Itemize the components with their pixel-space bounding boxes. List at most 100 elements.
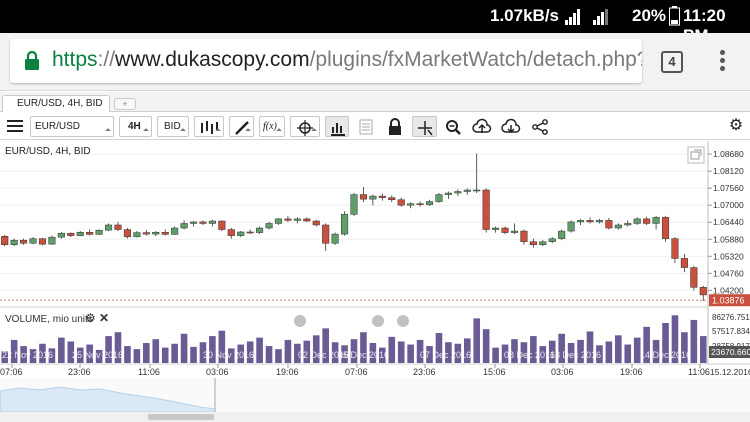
candle [643,216,651,225]
y-tick-label: 1.04200 [713,285,744,295]
candle [171,226,179,236]
volume-bar [520,342,528,363]
volume-bar [577,339,584,363]
settings-gear-icon[interactable]: ⚙ [728,117,744,134]
volume-bar [58,337,65,363]
volume-bars-icon[interactable] [325,116,349,137]
volume-bar [681,332,688,363]
candle [369,194,377,206]
zoom-controls[interactable] [294,315,409,327]
candle [510,223,519,235]
date-label: 05 Dec 2016 [338,350,389,360]
crosshair-icon[interactable] [290,116,320,137]
volume-bar [652,339,660,363]
time-label: 19:06 [276,367,299,377]
indicators-button[interactable]: f(x) [259,116,285,137]
volume-settings-icon[interactable]: ⚙ [85,311,96,325]
date-label: 02 Dec 2016 [298,350,349,360]
chart-navigator[interactable] [0,378,750,422]
side-select[interactable]: BID [157,116,189,137]
date-label: 14 Dec 2016 [640,350,691,360]
volume-bar [548,340,556,363]
lock-icon [25,50,39,70]
candle [256,226,264,235]
y-tick-label: 1.08680 [713,149,744,159]
candle [586,217,594,224]
chart-type-icon[interactable] [194,116,224,137]
more-menu-icon[interactable] [718,50,726,74]
volume-bar [67,341,75,363]
candle [10,238,18,247]
volume-bar [492,347,499,363]
volume-bar [294,343,301,363]
volume-bar [662,323,669,363]
pop-out-icon[interactable] [687,146,705,164]
volume-bar [350,339,358,363]
add-tab-button[interactable]: + [114,98,136,110]
chart-area[interactable]: 1.08680 1.08120 1.07560 1.07000 1.06440 1.058… [0,141,750,422]
instrument-select[interactable]: EUR/USD [30,116,114,137]
period-select[interactable]: 4H [119,116,152,137]
battery-icon [669,6,680,26]
time-label: 03:06 [551,367,574,377]
volume-bar [303,340,311,363]
share-icon[interactable] [529,116,551,137]
volume-bar [379,347,386,363]
volume-bar [275,349,282,363]
indicators-label: f(x) [263,121,277,132]
volume-bar [511,339,518,363]
status-bar: 1.07kB/s 20% 11:20 PM [0,0,750,45]
volume-bar [171,343,178,363]
tab-eurusd-chart[interactable]: EUR/USD, 4H, BID [2,95,110,112]
download-icon[interactable] [500,116,522,137]
date-label: 08 Dec 2016 [504,350,555,360]
candle [142,230,150,236]
candle [29,237,37,245]
current-price-badge [709,294,750,307]
upload-icon[interactable] [471,116,493,137]
url-text[interactable]: https://www.dukascopy.com/plugins/fxMark… [52,48,642,71]
address-bar[interactable]: https://www.dukascopy.com/plugins/fxMark… [10,39,642,83]
volume-bar [39,343,46,363]
zoom-icon[interactable] [442,116,464,137]
candle [558,229,566,241]
candle [548,237,556,244]
volume-bar [454,343,462,363]
volume-bar [331,342,339,363]
candle [520,229,528,245]
candle [86,229,94,236]
volume-bar [199,342,207,363]
candle [189,221,198,227]
y-tick-label: 1.08120 [713,166,744,176]
candle [699,285,707,301]
volume-bar [124,346,131,363]
time-label: 11:06 [688,367,710,377]
volume-bar [256,337,263,363]
candle [624,220,632,227]
candle [123,228,131,239]
hamburger-menu-icon[interactable] [7,120,23,141]
cursor-mode-icon[interactable] [412,116,437,137]
candle [577,218,585,225]
candle [293,217,301,224]
candle [671,237,679,263]
candle [180,220,188,230]
drawing-tool-icon[interactable] [229,116,254,137]
candle [105,223,113,232]
price-chart[interactable]: 1.08680 1.08120 1.07560 1.07000 1.06440 1.058… [0,141,750,422]
volume-bar [605,341,613,363]
chart-toolbar: EUR/USD 4H BID f(x) ⚙ [0,113,750,140]
tab-switcher-button[interactable]: 4 [661,51,683,73]
candle [397,197,405,207]
candle [208,219,216,227]
date-label: 25 Nov 2016 [72,350,123,360]
navigator-scrollbar[interactable] [148,414,214,420]
data-table-icon[interactable] [355,116,377,137]
volume-close-icon[interactable]: ✕ [99,311,109,325]
lock-chart-icon[interactable] [384,116,406,137]
volume-bar [265,346,273,363]
volume-bar [567,343,575,363]
time-label: 11:06 [138,367,160,377]
volume-bar [246,341,254,363]
time-label: 23:06 [68,367,91,377]
